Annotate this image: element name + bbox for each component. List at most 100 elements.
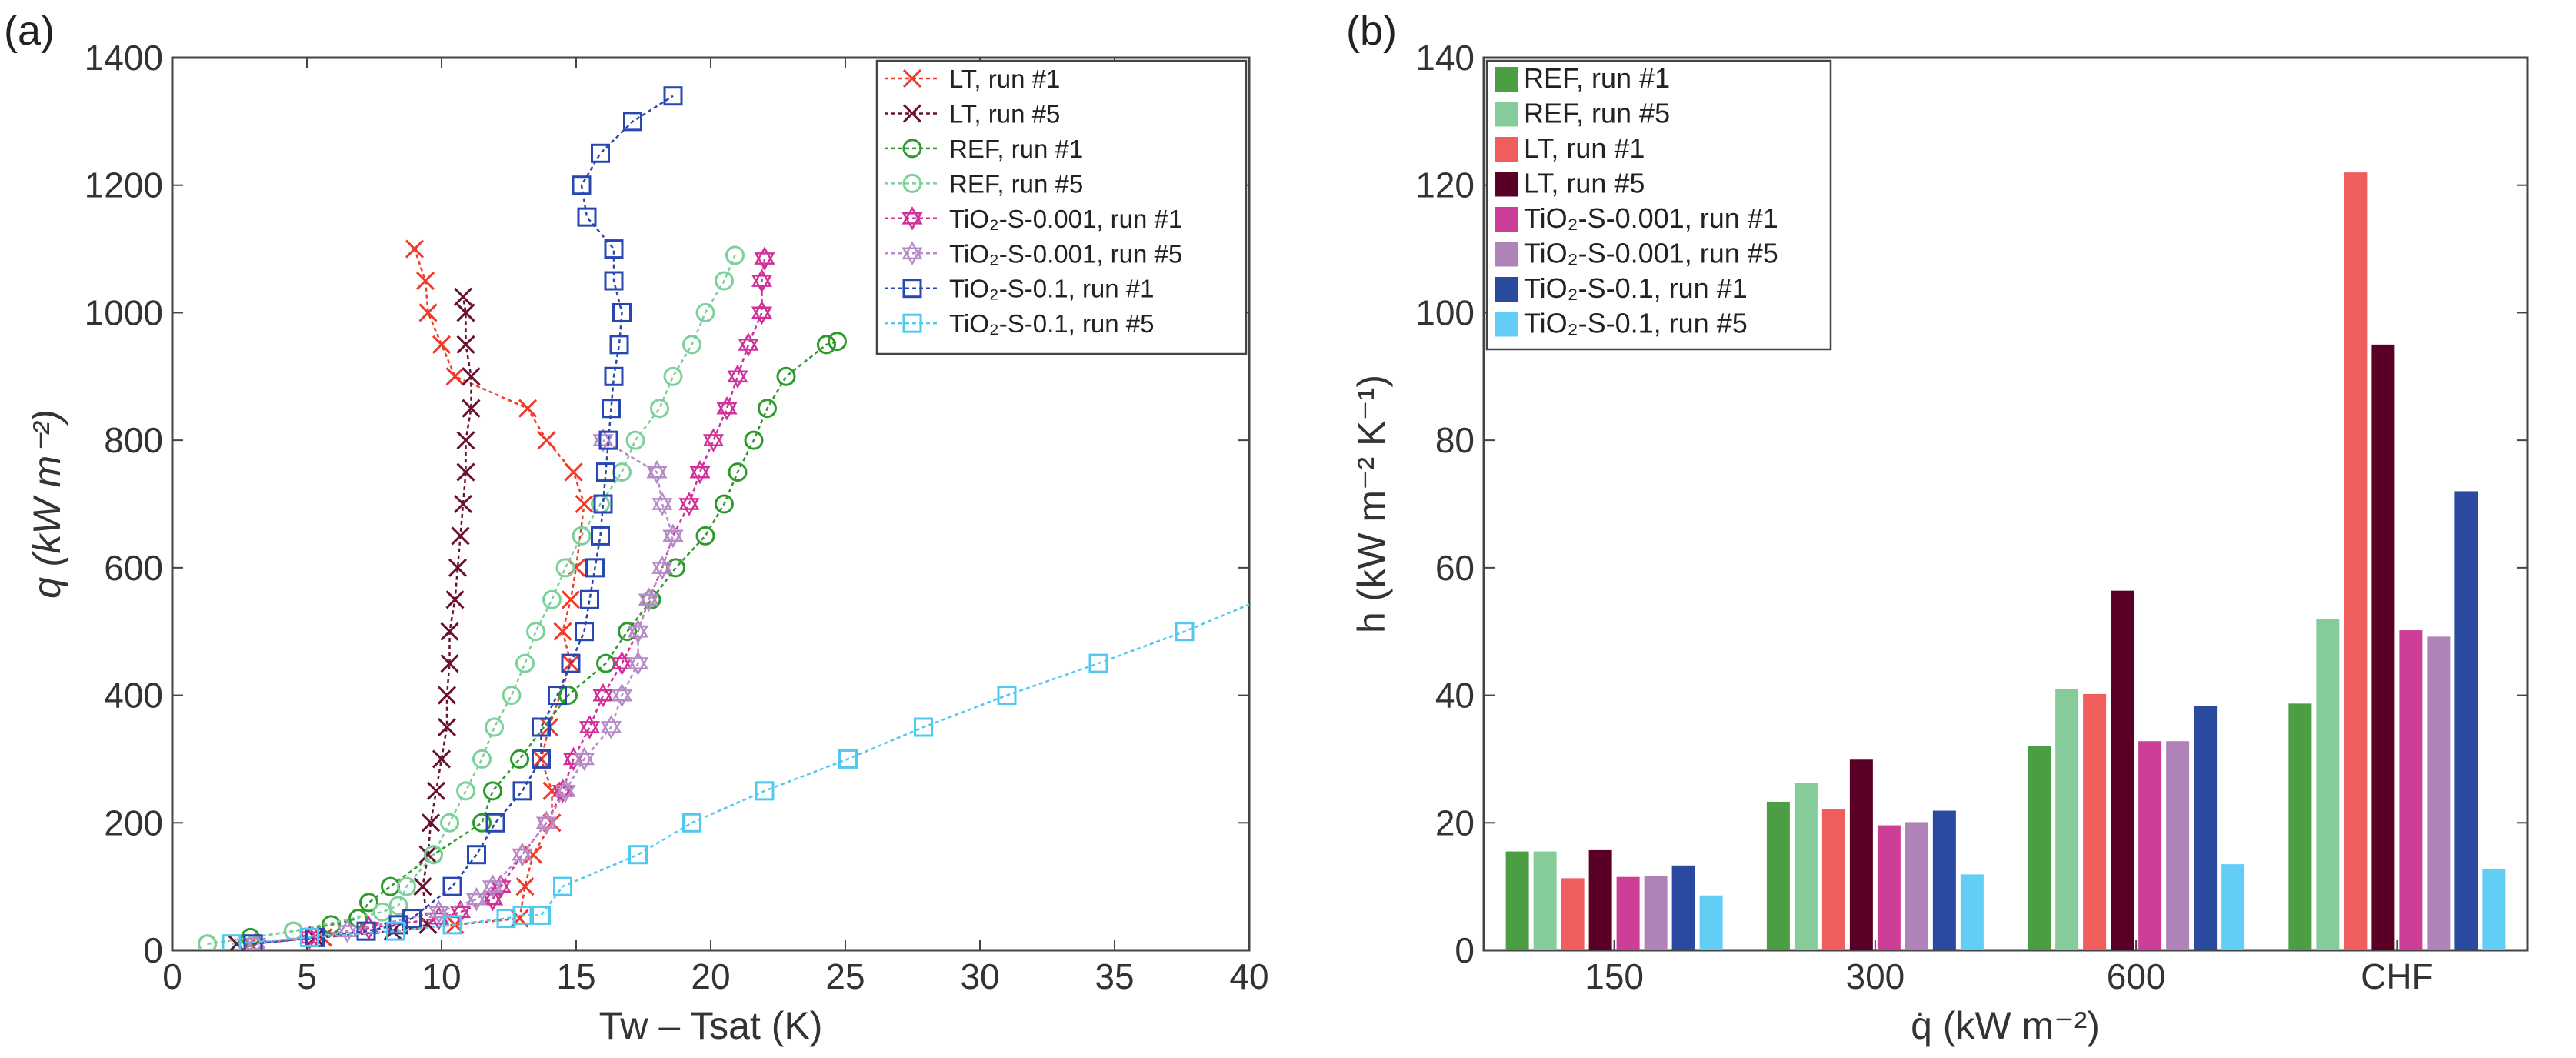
data-point (402, 909, 422, 929)
star-triangle (512, 848, 533, 867)
legend-entry-label: TiO₂-S-0.1, run #1 (949, 275, 1155, 303)
data-point (440, 622, 459, 641)
star-triangle (727, 370, 748, 389)
y-tick-label: 120 (1415, 165, 1475, 205)
star-triangle (702, 428, 725, 446)
x-tick-label: 10 (422, 956, 461, 996)
series-5 (245, 428, 684, 950)
panel-b-label: (b) (1346, 8, 1397, 54)
data-point (453, 287, 473, 306)
x-marker-stroke (445, 590, 465, 609)
series-line (252, 95, 674, 945)
y-tick-label: 40 (1435, 676, 1475, 716)
star-triangle (611, 683, 633, 702)
data-point (596, 462, 615, 482)
data-point (421, 813, 441, 833)
bar-150-series-4 (1616, 876, 1640, 950)
data-point (585, 558, 605, 578)
y-tick-label: 1400 (85, 38, 163, 78)
star-triangle (638, 593, 660, 612)
data-point (625, 430, 645, 450)
star-triangle (702, 434, 725, 452)
legend-entry-label: TiO₂-S-0.001, run #5 (1524, 238, 1778, 269)
data-point (715, 271, 734, 291)
x-tick-label: 300 (1846, 956, 1905, 996)
y-tick-label: 0 (1455, 930, 1475, 970)
data-point (628, 845, 648, 865)
data-point (682, 335, 701, 355)
data-point (418, 303, 438, 322)
star-triangle (754, 246, 775, 265)
data-point (689, 459, 711, 485)
star-triangle (627, 657, 649, 676)
bar-300-series-4 (1877, 825, 1901, 950)
star-triangle (482, 880, 504, 899)
series-line (255, 439, 675, 945)
x-marker-stroke (418, 303, 438, 322)
data-point (432, 749, 452, 769)
star-triangle (738, 332, 759, 351)
data-point (426, 781, 446, 800)
x-marker-stroke (456, 303, 475, 322)
bar-CHF-series-4 (2399, 630, 2423, 950)
data-point (754, 246, 775, 271)
data-point (451, 526, 470, 546)
data-point (1175, 622, 1195, 642)
data-point (716, 395, 738, 421)
data-point (472, 813, 492, 833)
x-marker-stroke (432, 749, 452, 769)
data-point (432, 335, 452, 354)
data-point (558, 686, 578, 706)
star-triangle (512, 842, 533, 861)
x-marker-stroke (418, 845, 438, 864)
star-triangle (754, 252, 775, 271)
data-point (388, 896, 408, 916)
x-marker-stroke (537, 431, 556, 450)
data-point (618, 622, 637, 642)
star-triangle (555, 779, 576, 797)
bar-600-series-3 (2111, 590, 2134, 950)
data-point (838, 749, 858, 769)
data-point (532, 717, 551, 737)
panel-a-x-axis-label: Tw – Tsat (K) (599, 1004, 823, 1047)
legend-marker (902, 313, 922, 333)
data-point (386, 921, 405, 941)
data-point (695, 302, 715, 322)
data-point (602, 399, 621, 419)
y-tick-label: 800 (104, 420, 163, 460)
star-triangle (336, 919, 358, 937)
panel-a-line-chart: (a) q (kW m⁻²) Tw – Tsat (K) 0 5 10 15 20 25 3… (4, 8, 1269, 1047)
data-point (418, 845, 438, 864)
x-tick-label: 25 (825, 956, 865, 996)
star-triangle (600, 721, 622, 739)
data-point (535, 810, 558, 836)
x-tick-label: 15 (556, 956, 595, 996)
bar-600-series-5 (2166, 741, 2190, 950)
y-tick-label: 1000 (85, 292, 163, 332)
data-point (222, 934, 242, 950)
data-point (561, 590, 581, 609)
legend-entry-label: REF, run #5 (949, 169, 1083, 198)
legend-entry-label: LT, run #5 (949, 99, 1060, 128)
bar-300-series-5 (1905, 822, 1928, 950)
star-triangle (535, 810, 558, 829)
legend-marker (901, 206, 923, 231)
data-point (572, 526, 592, 546)
data-point (609, 335, 629, 355)
data-point (651, 492, 673, 516)
panel-b-y-axis-label: h (kW m⁻² K⁻¹) (1350, 375, 1393, 633)
data-point (604, 366, 624, 386)
x-marker-stroke (462, 399, 481, 418)
series-7 (222, 603, 1249, 950)
data-point (440, 813, 459, 833)
legend-entry-label: TiO₂-S-0.001, run #5 (949, 239, 1182, 268)
y-tick-label: 80 (1435, 420, 1475, 460)
data-point (578, 715, 601, 739)
series-line (207, 255, 736, 945)
y-tick-label: 400 (104, 676, 163, 716)
x-marker-stroke (415, 271, 435, 291)
bar-600-series-4 (2138, 741, 2162, 950)
panel-b-x-axis-label: q̇ (kW m⁻²) (1911, 1004, 2100, 1047)
bar-CHF-series-3 (2371, 344, 2395, 950)
legend-swatch (1495, 102, 1518, 127)
